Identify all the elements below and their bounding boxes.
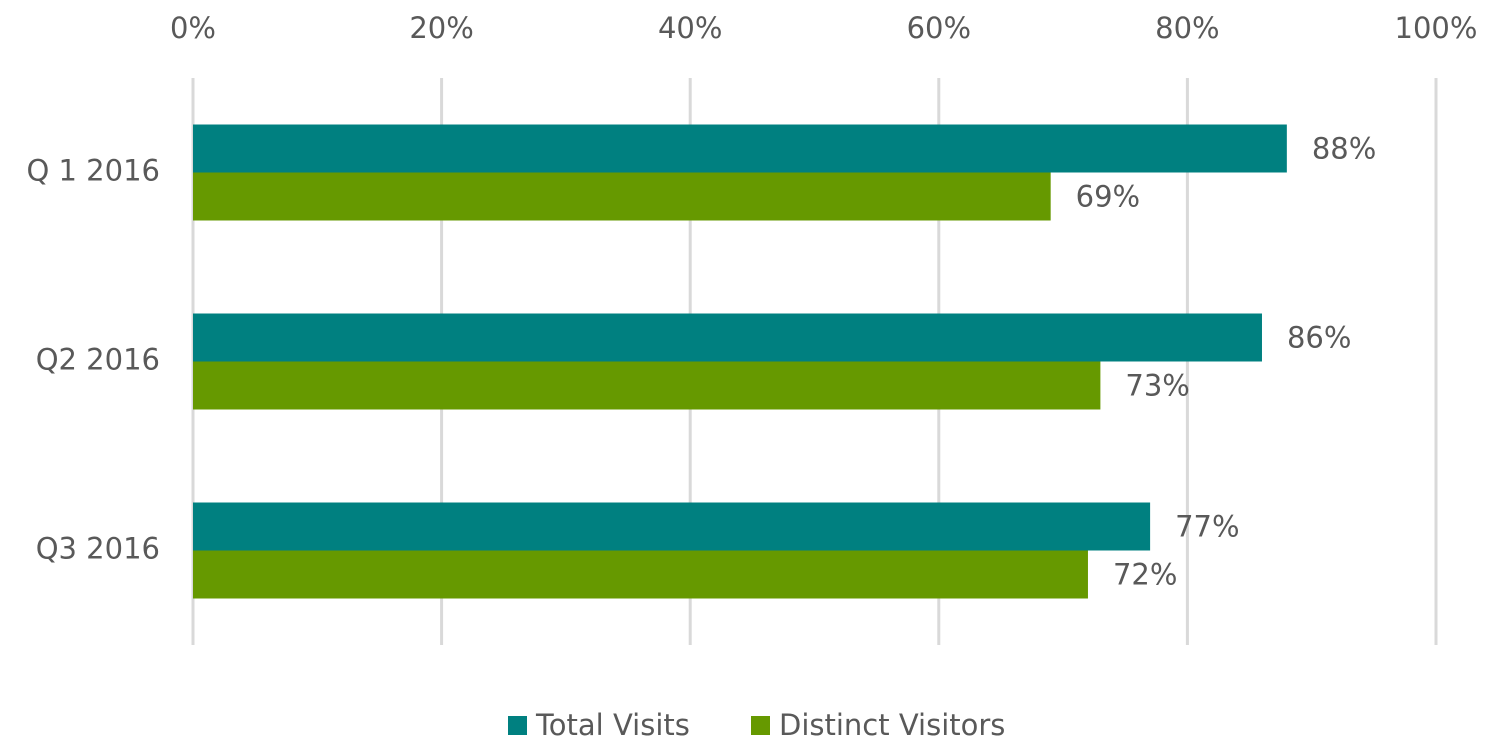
legend-swatch xyxy=(751,716,770,735)
data-label: 69% xyxy=(1076,180,1140,214)
legend-swatch xyxy=(508,716,527,735)
x-tick-label: 100% xyxy=(1395,11,1478,45)
bar xyxy=(193,172,1051,221)
bar xyxy=(193,124,1287,173)
y-tick-label: Q 1 2016 xyxy=(26,154,160,188)
bar xyxy=(193,550,1088,599)
data-label: 88% xyxy=(1312,132,1376,166)
bar xyxy=(193,502,1151,551)
x-tick-label: 20% xyxy=(409,11,473,45)
legend-label: Distinct Visitors xyxy=(779,708,1005,742)
x-tick-label: 40% xyxy=(658,11,722,45)
bar xyxy=(193,313,1262,362)
x-tick-label: 0% xyxy=(170,11,216,45)
x-tick-label: 80% xyxy=(1155,11,1219,45)
data-label: 73% xyxy=(1125,369,1189,403)
x-tick-label: 60% xyxy=(907,11,971,45)
data-label: 77% xyxy=(1175,510,1239,544)
data-label: 72% xyxy=(1113,558,1177,592)
y-tick-label: Q3 2016 xyxy=(36,532,160,566)
data-label: 86% xyxy=(1287,321,1351,355)
bar xyxy=(193,361,1101,410)
y-tick-label: Q2 2016 xyxy=(36,343,160,377)
legend-label: Total Visits xyxy=(535,708,690,742)
